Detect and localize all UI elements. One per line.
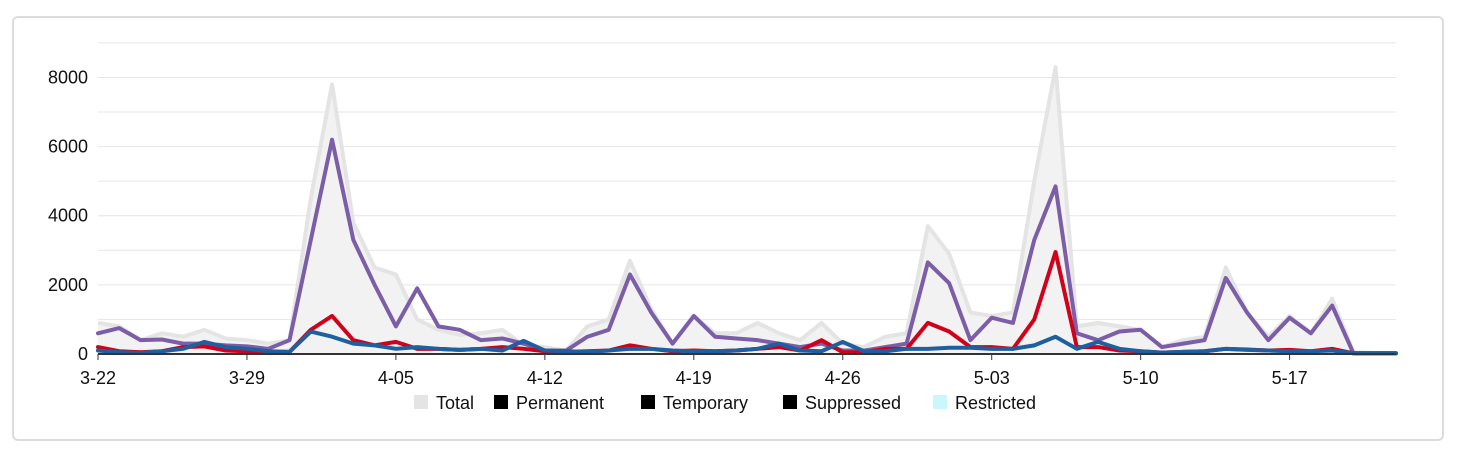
legend-item-total[interactable]: Total <box>414 393 474 413</box>
x-tick-label: 4-19 <box>676 368 712 388</box>
x-tick-label: 4-12 <box>527 368 563 388</box>
x-axis-ticks: 3-22 3-29 4-05 4-12 4-19 4-26 5-03 5-10 5-17 <box>80 354 1308 388</box>
x-tick-label: 4-05 <box>378 368 414 388</box>
x-tick-label: 5-17 <box>1272 368 1308 388</box>
legend-label: Temporary <box>663 393 748 413</box>
y-tick-label: 6000 <box>48 137 88 157</box>
y-tick-label: 4000 <box>48 206 88 226</box>
y-tick-label: 8000 <box>48 67 88 87</box>
series-line-2 <box>96 329 1398 356</box>
legend-swatch <box>641 395 655 409</box>
legend[interactable]: Total Permanent Temporary Suppressed Restric… <box>414 393 1036 413</box>
y-tick-label: 2000 <box>48 275 88 295</box>
x-tick-label: 3-22 <box>80 368 116 388</box>
legend-label: Suppressed <box>805 393 901 413</box>
chart-card <box>12 16 1444 441</box>
legend-swatch <box>414 395 428 409</box>
legend-item-permanent[interactable]: Permanent <box>494 393 604 413</box>
series-line-0 <box>96 137 1398 356</box>
legend-swatch <box>783 395 797 409</box>
legend-item-suppressed[interactable]: Suppressed <box>783 393 901 413</box>
legend-item-temporary[interactable]: Temporary <box>641 393 748 413</box>
line-series <box>96 137 1398 356</box>
x-tick-label: 3-29 <box>229 368 265 388</box>
legend-label: Total <box>436 393 474 413</box>
legend-item-restricted[interactable]: Restricted <box>933 393 1036 413</box>
legend-label: Permanent <box>516 393 604 413</box>
y-tick-label: 0 <box>78 344 88 364</box>
area-series <box>97 65 1396 355</box>
legend-label: Restricted <box>955 393 1036 413</box>
x-tick-label: 5-10 <box>1123 368 1159 388</box>
legend-swatch <box>933 395 947 409</box>
total-area-outline <box>97 65 1396 355</box>
x-tick-label: 4-26 <box>825 368 861 388</box>
legend-swatch <box>494 395 508 409</box>
y-axis-ticks: 0 2000 4000 6000 8000 <box>48 67 88 364</box>
grid-lines <box>98 42 1396 320</box>
x-tick-label: 5-03 <box>974 368 1010 388</box>
